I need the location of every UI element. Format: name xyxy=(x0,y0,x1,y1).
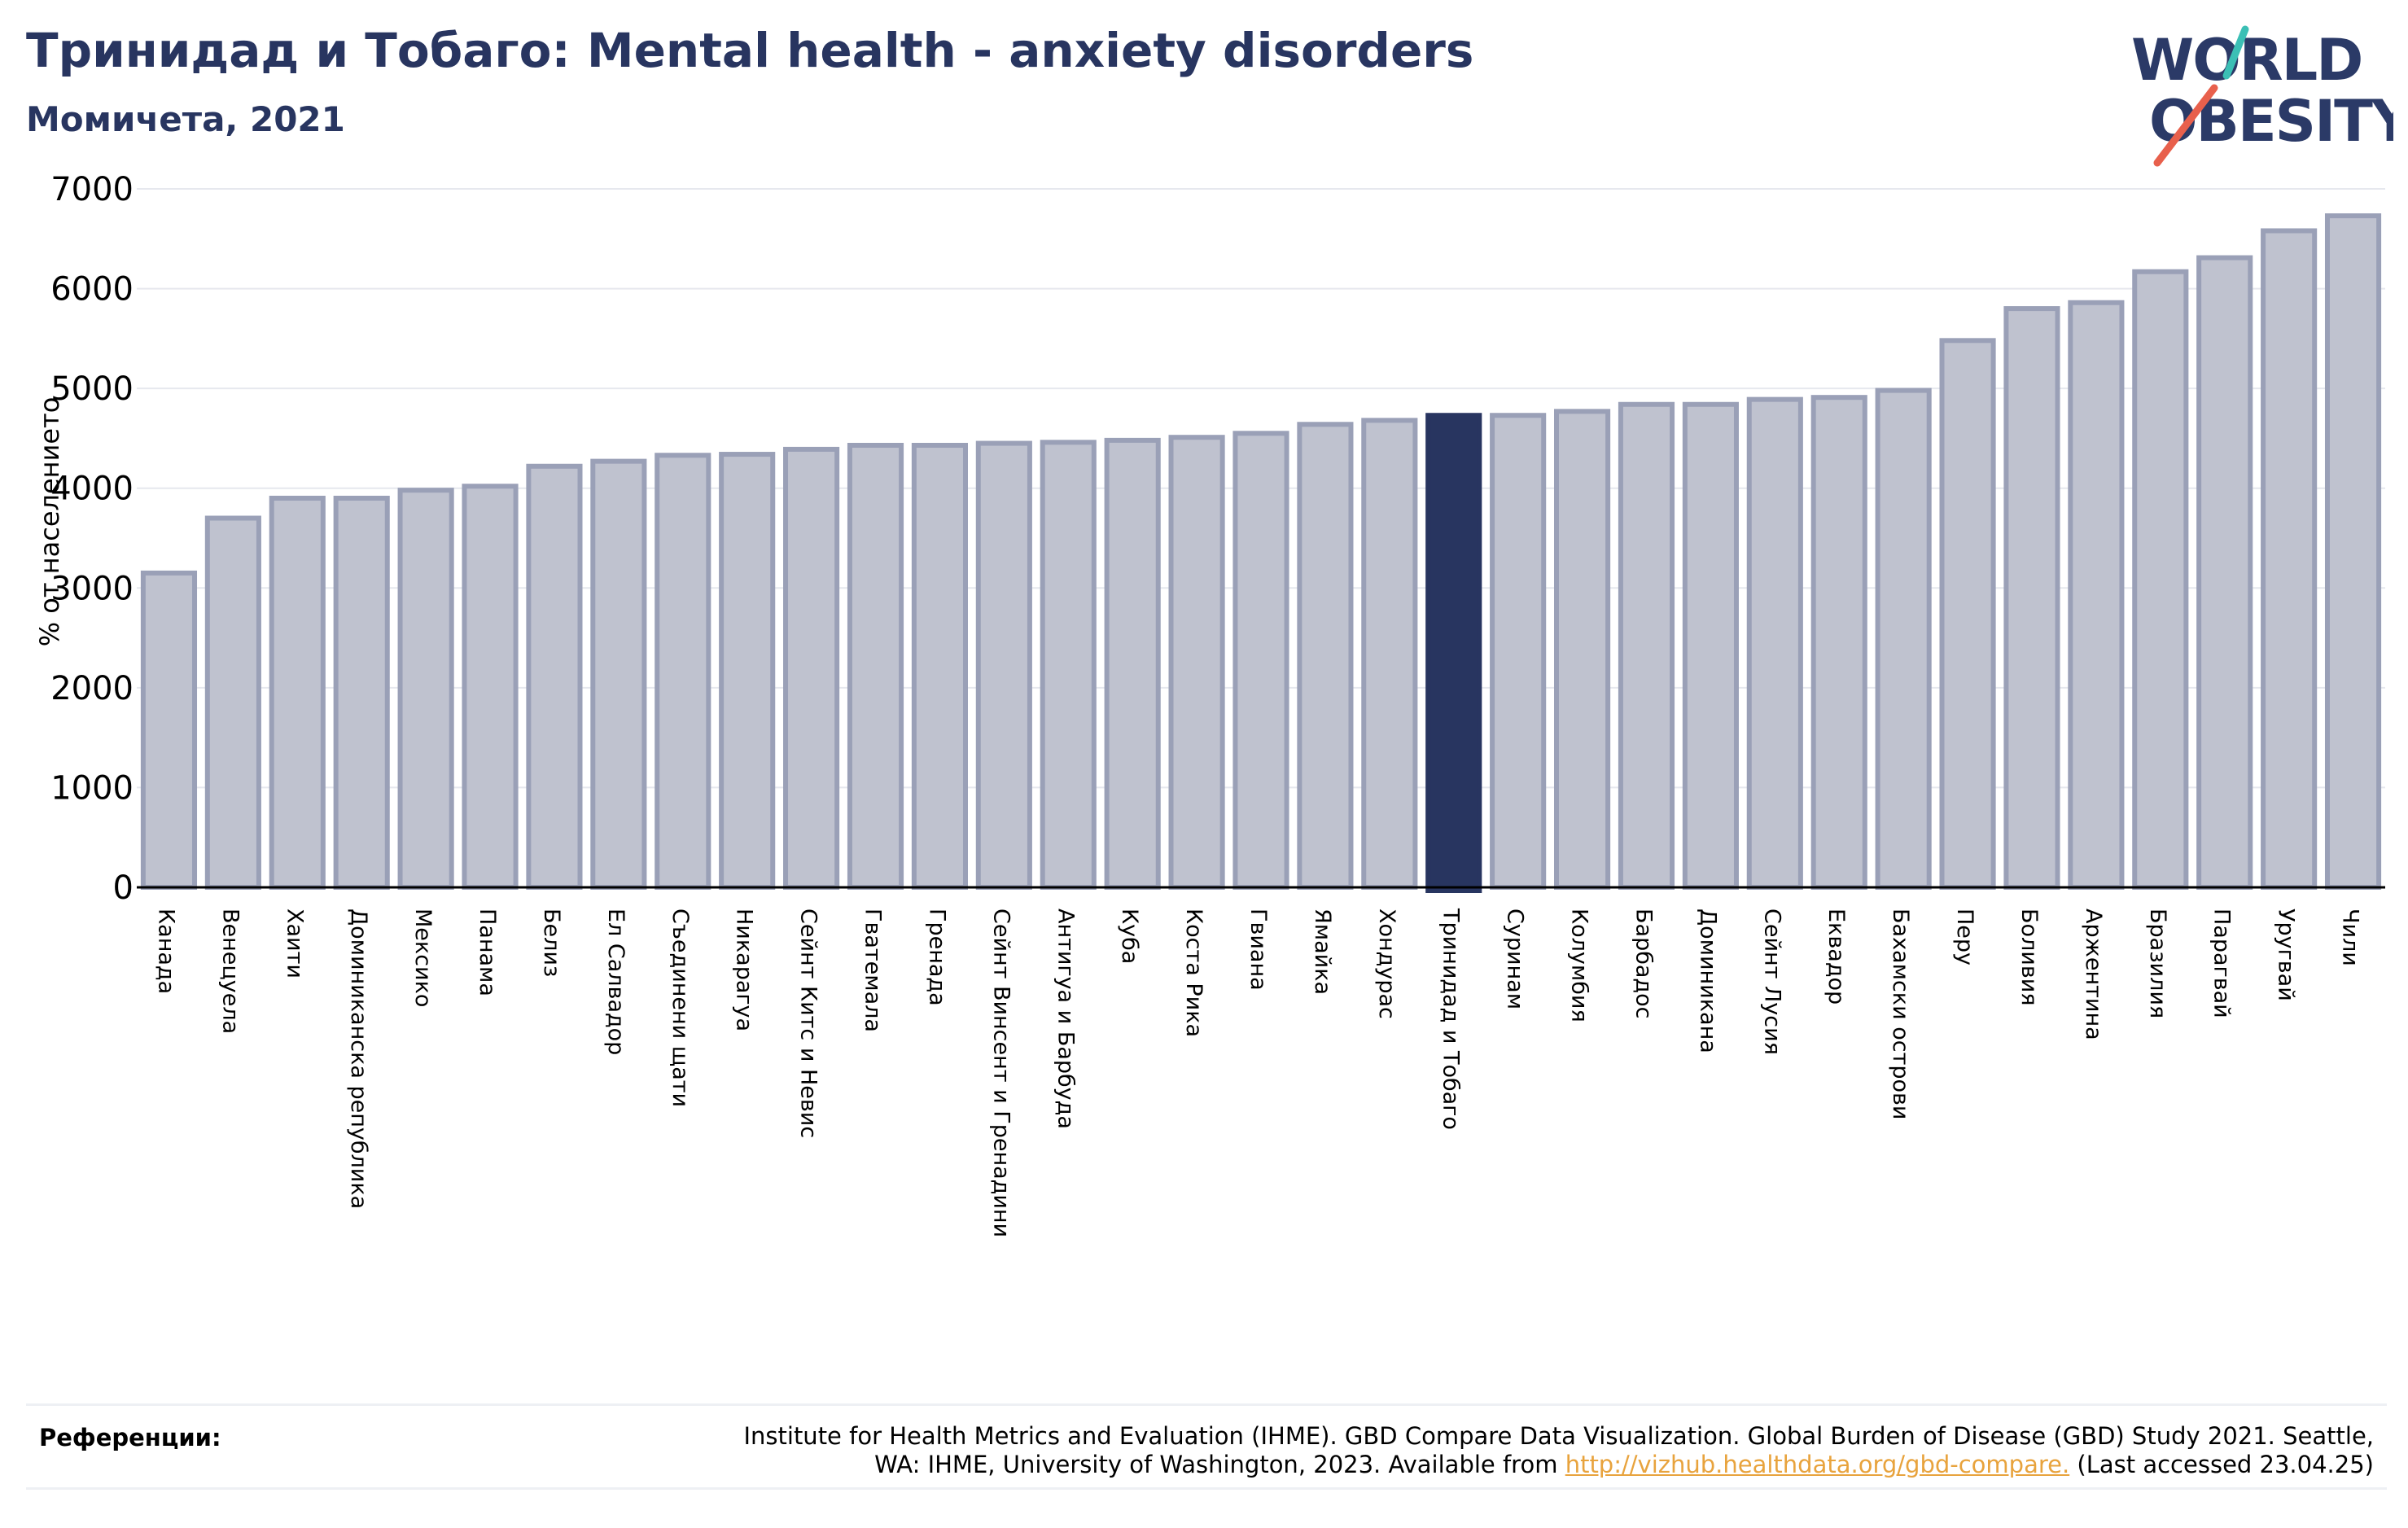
x-tick-label: Аржентина xyxy=(2081,908,2106,1040)
x-tick-label: Коста Рика xyxy=(1181,908,1206,1037)
bar xyxy=(1810,395,1867,891)
x-tick-label: Гвиана xyxy=(1246,908,1271,991)
y-tick-label: 5000 xyxy=(50,370,134,408)
x-tick-label: Доминикана xyxy=(1695,908,1720,1053)
x-tick-label: Тринидад и Тобаго xyxy=(1438,908,1464,1130)
y-tick-label: 7000 xyxy=(50,171,134,208)
y-axis-label: % от населението xyxy=(34,397,65,647)
x-tick-label: Никарагуа xyxy=(732,908,757,1031)
x-tick-label: Бахамски острови xyxy=(1888,908,1913,1119)
x-tick-label: Антигуа и Барбуда xyxy=(1053,908,1078,1129)
bar xyxy=(526,463,583,890)
bar xyxy=(1618,401,1675,890)
bar xyxy=(462,484,519,891)
bar xyxy=(2003,306,2060,891)
references-box: Референции: Institute for Health Metrics… xyxy=(26,1403,2387,1490)
bar xyxy=(655,453,711,890)
bar xyxy=(204,515,261,890)
x-tick-label: Ямайка xyxy=(1310,908,1335,995)
bar xyxy=(1040,440,1097,890)
logo-word-world: WORLD xyxy=(2131,27,2362,94)
x-tick-label: Ел Салвадор xyxy=(603,908,628,1055)
chart-subtitle: Момичета, 2021 xyxy=(26,99,345,139)
x-tick-label: Хондурас xyxy=(1374,908,1399,1019)
bar xyxy=(1104,437,1161,890)
references-label: Референции: xyxy=(39,1424,221,1451)
bars xyxy=(140,213,2382,894)
bar xyxy=(1490,413,1547,891)
x-tick-label: Съединени щати xyxy=(668,908,693,1107)
bar xyxy=(1232,431,1289,890)
bar xyxy=(2324,213,2382,890)
bar xyxy=(1682,401,1739,890)
logo-teal-slash xyxy=(2222,25,2249,80)
x-tick-label: Панама xyxy=(475,908,500,996)
page-title: Тринидад и Тобаго: Mental health - anxie… xyxy=(26,23,1474,78)
bar xyxy=(2068,300,2125,890)
x-tick-label: Белиз xyxy=(539,908,564,977)
x-tick-label: Венецуела xyxy=(217,908,243,1034)
x-tick-label: Еквадор xyxy=(1824,908,1849,1005)
bar xyxy=(1168,435,1225,890)
bar xyxy=(1875,387,1932,890)
bar xyxy=(975,440,1032,890)
x-tick-label: Колумбия xyxy=(1567,908,1592,1022)
bar xyxy=(2132,269,2189,890)
y-tick-label: 6000 xyxy=(50,271,134,309)
bar xyxy=(1746,396,1803,890)
bar xyxy=(269,495,326,890)
x-tick-label: Парагвай xyxy=(2209,908,2235,1018)
x-tick-label: Сейнт Лусия xyxy=(1759,908,1784,1055)
x-tick-label: Уругвай xyxy=(2274,908,2299,1001)
references-link[interactable]: http://vizhub.healthdata.org/gbd-compare… xyxy=(1565,1451,2070,1478)
references-line-2-post: (Last accessed 23.04.25) xyxy=(2069,1451,2374,1478)
bar xyxy=(719,452,776,890)
bar xyxy=(2196,255,2253,890)
y-tick-label: 0 xyxy=(113,869,134,907)
x-tick-label: Чили xyxy=(2338,908,2363,966)
x-tick-label: Гренада xyxy=(924,908,949,1006)
x-axis-labels: Канада Венецуела Хаити Доминиканска републи… xyxy=(153,908,2362,1237)
x-tick-label: Сейнт Винсент и Гренадини xyxy=(988,908,1014,1237)
x-tick-label: Канада xyxy=(153,908,178,994)
y-tick-label: 3000 xyxy=(50,570,134,607)
bar xyxy=(333,495,390,890)
y-tick-label: 4000 xyxy=(50,471,134,508)
x-tick-label: Доминиканска република xyxy=(346,908,371,1209)
x-tick-label: Сейнт Китс и Невис xyxy=(796,908,821,1138)
logo-red-slash xyxy=(2153,84,2218,167)
bar xyxy=(2261,228,2318,891)
y-axis-ticks: 0 1000 2000 3000 4000 5000 6000 7000 xyxy=(50,171,134,907)
world-obesity-logo: WORLD OBESITY xyxy=(2131,25,2393,167)
bar-chart: 0 1000 2000 3000 4000 5000 6000 7000 Канада Вене… xyxy=(34,171,2385,1237)
x-tick-label: Хаити xyxy=(282,908,307,979)
references-text: Institute for Health Metrics and Evaluat… xyxy=(501,1422,2374,1479)
x-tick-label: Боливия xyxy=(2016,908,2042,1006)
x-tick-label: Гватемала xyxy=(860,908,886,1032)
x-tick-label: Бразилия xyxy=(2145,908,2170,1018)
x-tick-label: Куба xyxy=(1117,908,1142,964)
x-tick-label: Суринам xyxy=(1503,908,1528,1009)
references-line-2-pre: WA: IHME, University of Washington, 2023… xyxy=(874,1451,1565,1478)
x-tick-label: Перу xyxy=(1952,908,1977,965)
y-tick-label: 1000 xyxy=(50,769,134,807)
bar xyxy=(590,458,647,890)
bar xyxy=(847,443,904,890)
bar xyxy=(397,488,454,890)
x-tick-label: Барбадос xyxy=(1631,908,1656,1018)
bar xyxy=(1554,409,1611,890)
bar xyxy=(783,446,840,890)
bar xyxy=(1297,422,1354,890)
bar xyxy=(1361,418,1418,890)
y-tick-label: 2000 xyxy=(50,670,134,707)
bar xyxy=(1939,338,1996,890)
bar xyxy=(911,443,968,890)
bar xyxy=(140,570,198,891)
references-line-1: Institute for Health Metrics and Evaluat… xyxy=(743,1422,2374,1450)
bar-highlighted xyxy=(1425,413,1482,894)
x-tick-label: Мексико xyxy=(410,908,436,1007)
